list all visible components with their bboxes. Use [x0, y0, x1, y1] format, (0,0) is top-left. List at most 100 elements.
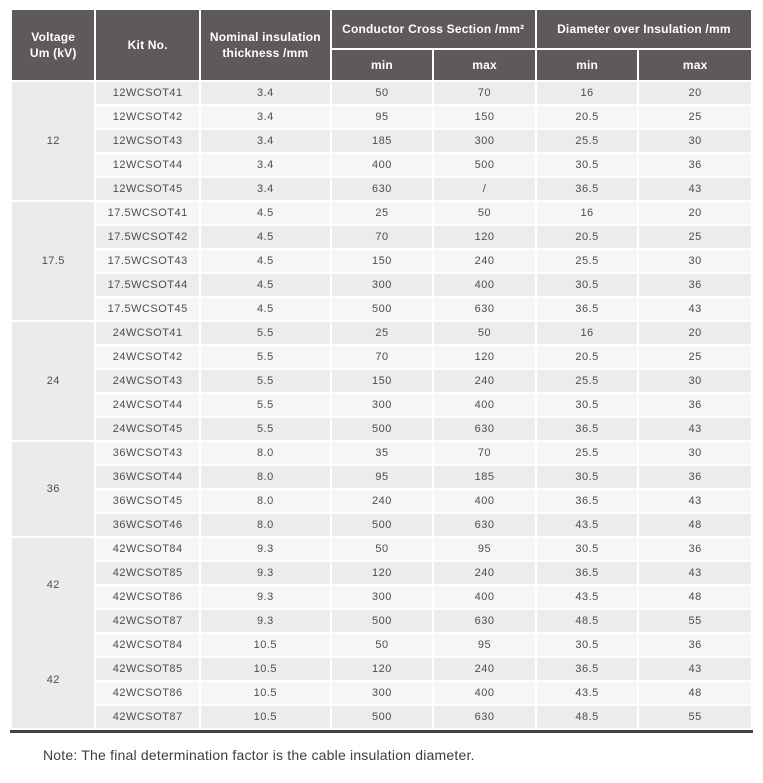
table-row: 12WCSOT42 3.4 95 150 20.5 25 — [12, 106, 751, 128]
cell-doi-max: 43 — [639, 178, 751, 200]
cell-doi-min: 36.5 — [536, 298, 638, 320]
cell-doi-max: 43 — [639, 490, 751, 512]
table-row: 17.5WCSOT44 4.5 300 400 30.5 36 — [12, 274, 751, 296]
cell-doi-max: 43 — [639, 562, 751, 584]
cell-doi-min: 16 — [536, 202, 638, 224]
table-row: 42WCSOT87 10.5 500 630 48.5 55 — [12, 706, 751, 728]
cell-doi-max: 43 — [639, 418, 751, 440]
table-row: 36WCSOT45 8.0 240 400 36.5 43 — [12, 490, 751, 512]
cell-thickness: 8.0 — [200, 442, 330, 464]
table-row: 24WCSOT43 5.5 150 240 25.5 30 — [12, 370, 751, 392]
cell-kit-no: 24WCSOT44 — [96, 394, 199, 416]
table-row: 36WCSOT44 8.0 95 185 30.5 36 — [12, 466, 751, 488]
cell-ccs-min: 500 — [331, 514, 433, 536]
cell-ccs-min: 25 — [331, 322, 433, 344]
cell-ccs-max: 95 — [434, 634, 535, 656]
cell-thickness: 4.5 — [200, 226, 330, 248]
cell-doi-min: 25.5 — [536, 130, 638, 152]
cell-ccs-min: 500 — [331, 298, 433, 320]
cell-ccs-max: 630 — [434, 418, 535, 440]
cell-voltage-group-12: 12 — [12, 82, 95, 200]
cell-ccs-max: 185 — [434, 466, 535, 488]
cell-kit-no: 17.5WCSOT44 — [96, 274, 199, 296]
cell-kit-no: 17.5WCSOT45 — [96, 298, 199, 320]
cell-doi-min: 20.5 — [536, 106, 638, 128]
cell-ccs-min: 50 — [331, 538, 433, 560]
table-body: 12 12WCSOT41 3.4 50 70 16 20 12WCSOT42 3… — [12, 82, 751, 728]
voltage-label: 42 — [46, 579, 60, 591]
col-header-doi-max: max — [639, 50, 751, 80]
cell-kit-no: 12WCSOT42 — [96, 106, 199, 128]
table-bottom-rule — [10, 730, 753, 733]
cell-doi-max: 30 — [639, 370, 751, 392]
col-header-doi-min: min — [536, 50, 638, 80]
cell-doi-max: 30 — [639, 130, 751, 152]
cell-thickness: 5.5 — [200, 346, 330, 368]
cell-thickness: 9.3 — [200, 562, 330, 584]
cell-thickness: 8.0 — [200, 466, 330, 488]
cell-thickness: 5.5 — [200, 394, 330, 416]
cell-doi-min: 30.5 — [536, 538, 638, 560]
cell-doi-min: 36.5 — [536, 658, 638, 680]
cell-kit-no: 42WCSOT85 — [96, 562, 199, 584]
cell-kit-no: 17.5WCSOT42 — [96, 226, 199, 248]
cell-ccs-max: 70 — [434, 442, 535, 464]
cell-doi-max: 20 — [639, 82, 751, 104]
cell-doi-max: 36 — [639, 466, 751, 488]
cell-doi-max: 25 — [639, 106, 751, 128]
col-header-nominal-thickness: Nominal insulation thickness /mm — [200, 10, 330, 80]
cell-kit-no: 36WCSOT44 — [96, 466, 199, 488]
cell-kit-no: 42WCSOT84 — [96, 634, 199, 656]
cell-thickness: 5.5 — [200, 322, 330, 344]
cell-ccs-max: 630 — [434, 610, 535, 632]
cell-ccs-min: 300 — [331, 586, 433, 608]
header-row-minmax: min max min max — [12, 50, 751, 80]
cell-ccs-min: 400 — [331, 154, 433, 176]
cell-ccs-max: 630 — [434, 706, 535, 728]
cell-thickness: 3.4 — [200, 154, 330, 176]
cell-kit-no: 24WCSOT45 — [96, 418, 199, 440]
cell-doi-min: 20.5 — [536, 226, 638, 248]
cell-doi-max: 30 — [639, 442, 751, 464]
cell-doi-min: 36.5 — [536, 562, 638, 584]
cell-ccs-min: 70 — [331, 226, 433, 248]
cell-ccs-min: 50 — [331, 82, 433, 104]
cell-thickness: 8.0 — [200, 514, 330, 536]
cell-kit-no: 24WCSOT41 — [96, 322, 199, 344]
cell-ccs-max: 300 — [434, 130, 535, 152]
cell-doi-min: 25.5 — [536, 442, 638, 464]
table-row: 42WCSOT85 9.3 120 240 36.5 43 — [12, 562, 751, 584]
cell-kit-no: 24WCSOT43 — [96, 370, 199, 392]
cell-ccs-max: 240 — [434, 370, 535, 392]
table-row: 42WCSOT86 9.3 300 400 43.5 48 — [12, 586, 751, 608]
table-row: 42WCSOT86 10.5 300 400 43.5 48 — [12, 682, 751, 704]
table-row: 42 42 42WCSOT84 9.3 50 95 30.5 36 — [12, 538, 751, 728]
cell-kit-no: 17.5WCSOT43 — [96, 250, 199, 272]
cell-ccs-min: 70 — [331, 346, 433, 368]
cell-ccs-max: 400 — [434, 394, 535, 416]
insulation-kit-table: Voltage Um (kV) Kit No. Nominal insulati… — [10, 8, 753, 730]
cell-doi-max: 36 — [639, 154, 751, 176]
table-row: 42WCSOT87 9.3 500 630 48.5 55 — [12, 610, 751, 632]
cell-thickness: 9.3 — [200, 538, 330, 560]
cell-thickness: 5.5 — [200, 418, 330, 440]
cell-doi-max: 30 — [639, 250, 751, 272]
voltage-label: 42 — [46, 674, 60, 686]
cell-kit-no: 42WCSOT85 — [96, 658, 199, 680]
header-row-groups: Voltage Um (kV) Kit No. Nominal insulati… — [12, 10, 751, 80]
cell-doi-min: 30.5 — [536, 634, 638, 656]
cell-ccs-min: 120 — [331, 658, 433, 680]
cell-thickness: 4.5 — [200, 202, 330, 224]
cell-ccs-max: 120 — [434, 346, 535, 368]
cell-ccs-min: 300 — [331, 394, 433, 416]
cell-doi-min: 16 — [536, 82, 638, 104]
table-row: 42WCSOT85 10.5 120 240 36.5 43 — [12, 658, 751, 680]
cell-ccs-max: 120 — [434, 226, 535, 248]
cell-doi-max: 55 — [639, 610, 751, 632]
table-row: 12 12WCSOT41 3.4 50 70 16 20 — [12, 82, 751, 200]
cell-thickness: 3.4 — [200, 82, 330, 104]
cell-ccs-max: 500 — [434, 154, 535, 176]
table-header: Voltage Um (kV) Kit No. Nominal insulati… — [12, 10, 751, 80]
table-row: 24WCSOT45 5.5 500 630 36.5 43 — [12, 418, 751, 440]
cell-voltage-group-17-5: 17.5 — [12, 202, 95, 320]
